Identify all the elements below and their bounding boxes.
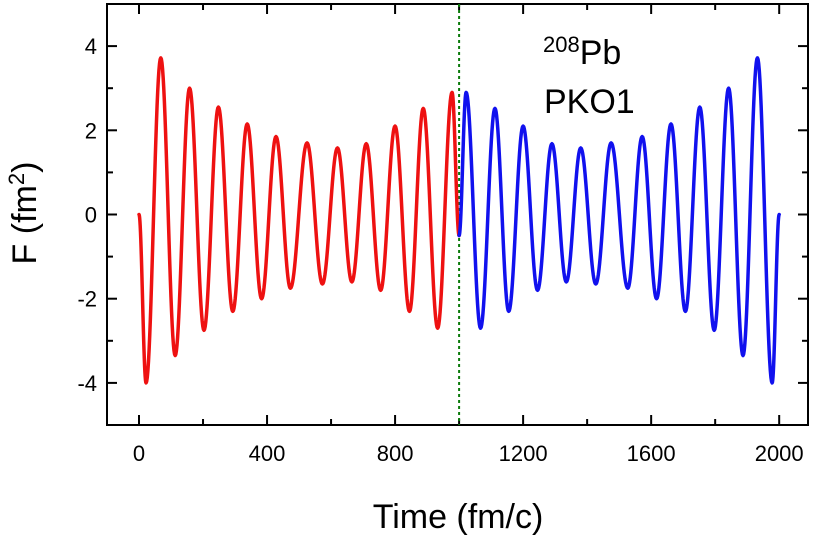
x-tick-label: 1200 (499, 441, 548, 466)
x-tick-label: 800 (377, 441, 414, 466)
x-tick-label: 0 (133, 441, 145, 466)
y-tick-label: 0 (85, 203, 97, 228)
annotation-nucleus: 208Pb (543, 32, 621, 72)
series-backward-line (457, 56, 781, 385)
y-axis-ticks: -4 -2 0 2 4 (77, 34, 808, 396)
annotation-mass-number: 208 (543, 32, 580, 57)
x-axis-ticks: 0 400 800 1200 1600 2000 (133, 4, 804, 466)
y-tick-label: 2 (85, 118, 97, 143)
y-tick-label: -4 (77, 371, 97, 396)
series-forward-line (137, 56, 461, 385)
y-axis-title-close: ) (6, 162, 44, 173)
x-tick-label: 1600 (627, 441, 676, 466)
y-axis-title-sup: 2 (4, 173, 29, 185)
annotation-element: Pb (580, 34, 622, 72)
y-tick-label: 4 (85, 34, 97, 59)
x-tick-label: 400 (249, 441, 286, 466)
y-axis-title: F (fm2) (4, 162, 44, 265)
annotation-model: PKO1 (544, 83, 635, 121)
y-axis-title-main: F (fm (6, 185, 44, 264)
y-tick-label: -2 (77, 287, 97, 312)
x-axis-title: Time (fm/c) (373, 498, 544, 536)
x-tick-label: 2000 (755, 441, 804, 466)
